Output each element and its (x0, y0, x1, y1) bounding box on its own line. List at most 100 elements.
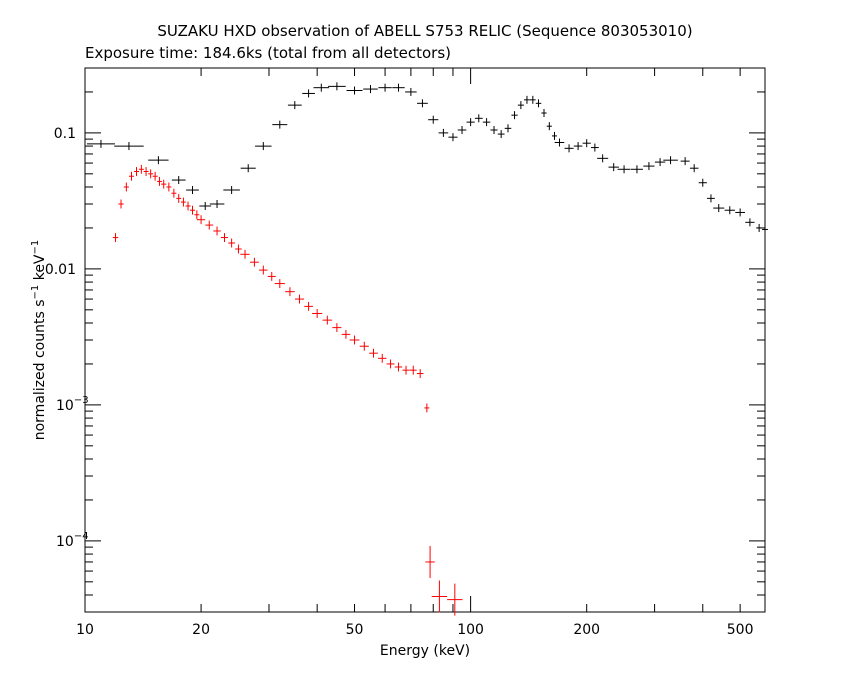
data-point (213, 226, 221, 236)
data-point (274, 279, 285, 289)
data-point (474, 114, 483, 123)
data-point (171, 188, 177, 198)
data-point (425, 545, 435, 578)
data-point (359, 341, 369, 351)
data-point (756, 223, 763, 232)
data-point (143, 167, 149, 176)
data-point (541, 109, 547, 118)
data-point (313, 83, 330, 92)
data-point (302, 89, 315, 98)
data-point (259, 265, 268, 275)
data-point (240, 164, 256, 173)
data-point (546, 122, 552, 131)
data-point (86, 139, 115, 148)
data-point (416, 369, 424, 379)
data-point (294, 294, 305, 304)
data-point (405, 87, 417, 96)
data-point (663, 156, 678, 165)
data-point (466, 118, 475, 127)
y-tick-label: 10−3 (56, 395, 89, 414)
data-point (457, 126, 467, 135)
data-point (235, 244, 242, 254)
y-tick-labels: 0.1 0.01 10−3 10−4 (45, 126, 89, 550)
data-point (597, 154, 609, 163)
data-point (114, 142, 144, 151)
data-point (148, 156, 169, 165)
y-tick-label: 10−4 (56, 531, 89, 550)
data-point (328, 82, 346, 91)
data-point (713, 204, 725, 213)
data-point (205, 220, 214, 230)
data-point (349, 335, 360, 345)
data-point (378, 83, 392, 92)
data-point (448, 133, 458, 142)
data-point (394, 362, 403, 372)
data-point (497, 130, 505, 139)
data-point (138, 164, 144, 174)
data-point (152, 171, 158, 181)
data-point (363, 85, 378, 94)
data-point (535, 99, 542, 108)
data-point (322, 315, 333, 325)
data-point (511, 111, 518, 120)
plot-frame (84, 67, 766, 613)
y-axis-label: normalized counts s−1 keV−1 (30, 240, 48, 441)
y-tick-label: 0.01 (45, 262, 76, 278)
data-point (564, 144, 574, 153)
data-point (112, 233, 119, 243)
data-point (643, 162, 655, 171)
data-point (240, 249, 250, 259)
data-point (171, 176, 186, 185)
data-point (161, 179, 167, 189)
x-tick-label: 500 (727, 622, 754, 638)
data-point (267, 271, 276, 281)
data-point (551, 131, 557, 140)
data-point (689, 164, 699, 173)
data-point (185, 201, 191, 211)
data-point (285, 287, 295, 297)
data-point (346, 86, 363, 95)
data-point (490, 126, 498, 135)
data-point (123, 182, 129, 192)
x-tick-label: 200 (573, 622, 600, 638)
chart-subtitle: Exposure time: 184.6ks (total from all d… (85, 44, 451, 62)
data-point (735, 208, 746, 217)
x-tick-labels: 10 20 50 100 200 500 (76, 622, 753, 638)
data-point (312, 309, 323, 318)
data-point (272, 120, 288, 129)
y-axis-label-sup2: −1 (30, 240, 41, 255)
data-point (176, 193, 182, 203)
data-point (724, 206, 735, 215)
data-point (654, 158, 666, 167)
y-axis-label-sup1: −1 (30, 285, 41, 300)
y-axis-label-unit: keV (32, 254, 48, 285)
data-point (617, 165, 631, 174)
series-red (112, 164, 463, 616)
axis-ticks (84, 68, 765, 613)
data-point (199, 202, 212, 211)
data-point (630, 165, 643, 174)
data-point (573, 142, 583, 151)
data-point (148, 169, 154, 179)
data-point (582, 139, 591, 148)
data-point (180, 197, 186, 207)
data-point (424, 403, 430, 413)
x-tick-label: 50 (346, 622, 364, 638)
data-point (392, 83, 405, 92)
data-point (554, 138, 565, 147)
x-tick-label: 100 (457, 622, 484, 638)
y-tick-label: 0.1 (54, 126, 76, 142)
data-point (409, 365, 417, 375)
data-point (608, 163, 619, 172)
data-point (369, 348, 378, 358)
data-point (249, 257, 259, 267)
data-point (529, 95, 536, 104)
data-point (707, 194, 715, 203)
data-point (304, 301, 313, 311)
data-point (447, 583, 463, 616)
data-point (128, 171, 134, 181)
y-axis-label-text: normalized counts s (32, 299, 48, 440)
chart-title: SUZAKU HXD observation of ABELL S753 REL… (157, 22, 692, 40)
data-point (378, 353, 387, 363)
